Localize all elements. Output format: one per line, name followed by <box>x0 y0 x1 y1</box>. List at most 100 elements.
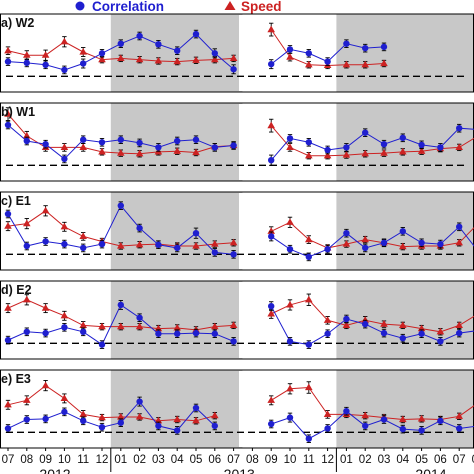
correlation-point <box>343 230 350 237</box>
speed-point <box>305 60 313 68</box>
correlation-point <box>305 253 312 261</box>
correlation-point <box>155 41 162 48</box>
correlation-point <box>230 338 237 345</box>
correlation-point <box>117 301 125 309</box>
x-tick-label: 04 <box>396 454 409 466</box>
correlation-point <box>437 144 444 151</box>
panel-label: c) E1 <box>1 194 31 208</box>
correlation-point <box>230 251 237 258</box>
speed-point <box>60 37 69 45</box>
segment-gap <box>239 104 247 180</box>
correlation-point <box>117 202 125 209</box>
speed-point <box>305 295 313 303</box>
shaded-season <box>336 370 474 448</box>
correlation-point <box>418 141 425 149</box>
correlation-point <box>380 141 388 148</box>
correlation-point <box>268 60 275 68</box>
speed-point <box>229 238 238 246</box>
segment-gap <box>239 193 247 269</box>
correlation-point <box>98 139 106 146</box>
speed-point <box>60 311 69 319</box>
speed-point <box>117 149 125 156</box>
correlation-point <box>80 328 87 335</box>
speed-point <box>4 400 12 408</box>
x-tick-label: 11 <box>303 454 315 466</box>
x-tick-label: 08 <box>472 454 474 466</box>
correlation-point <box>380 416 388 423</box>
panels: a) W2 b) W1 c) E1 d) E2 e) E3 <box>0 13 474 449</box>
legend-correlation-marker <box>75 1 85 11</box>
correlation-point <box>324 425 331 432</box>
correlation-point <box>23 242 30 250</box>
shaded-season <box>110 192 243 270</box>
speed-point <box>211 240 219 247</box>
correlation-point <box>61 324 68 331</box>
correlation-point <box>343 315 350 323</box>
correlation-point <box>362 44 369 52</box>
correlation-point <box>4 425 12 432</box>
segment-gap <box>239 371 247 447</box>
correlation-point <box>4 121 12 129</box>
panel-label: b) W1 <box>1 105 35 119</box>
x-tick-label: 03 <box>152 454 165 466</box>
speed-line <box>270 299 474 333</box>
correlation-point <box>324 246 331 253</box>
correlation-point <box>268 303 275 310</box>
shaded-season <box>336 14 474 92</box>
legend: Correlation Speed <box>75 0 282 14</box>
speed-point <box>98 322 106 330</box>
speed-point <box>399 242 407 250</box>
correlation-point <box>80 244 87 252</box>
speed-point <box>286 300 294 308</box>
correlation-point <box>155 241 162 248</box>
correlation-point <box>437 417 444 424</box>
speed-point <box>361 149 369 157</box>
correlation-point <box>362 320 369 328</box>
correlation-point <box>23 416 30 423</box>
correlation-point <box>61 240 68 248</box>
correlation-point <box>362 422 369 430</box>
correlation-point <box>23 137 30 145</box>
x-tick-label: 12 <box>96 454 109 466</box>
x-tick-label: 02 <box>359 454 372 466</box>
correlation-point <box>362 129 369 136</box>
speed-point <box>380 59 388 67</box>
correlation-point <box>399 134 406 141</box>
x-tick-label: 05 <box>415 454 428 466</box>
shaded-season <box>110 370 243 448</box>
speed-point <box>23 51 31 58</box>
speed-point <box>267 396 275 403</box>
speed-point <box>399 415 407 423</box>
correlation-point <box>61 155 68 163</box>
panel-label: e) E3 <box>1 372 31 386</box>
correlation-point <box>418 330 425 337</box>
speed-line <box>270 387 474 421</box>
x-tick-label: 10 <box>58 454 71 466</box>
speed-point <box>455 143 463 150</box>
correlation-point <box>305 341 312 348</box>
speed-point <box>361 235 369 243</box>
x-tick-label: 02 <box>133 454 146 466</box>
shaded-season <box>336 103 474 181</box>
correlation-point <box>305 435 312 442</box>
speed-point <box>117 322 125 330</box>
speed-point <box>399 321 407 328</box>
speed-point <box>23 295 31 303</box>
x-tick-label: 05 <box>190 454 203 466</box>
correlation-point <box>211 50 218 57</box>
x-tick-label: 08 <box>20 454 33 466</box>
speed-point <box>229 321 238 328</box>
correlation-point <box>174 47 181 54</box>
correlation-point <box>286 135 294 142</box>
correlation-point <box>98 240 106 248</box>
x-tick-label: 10 <box>284 454 297 466</box>
speed-point <box>117 412 125 420</box>
correlation-point <box>456 425 463 432</box>
speed-point <box>4 222 12 229</box>
correlation-point <box>211 144 218 151</box>
speed-point <box>361 316 369 323</box>
speed-point <box>173 415 181 423</box>
correlation-point <box>230 142 237 149</box>
correlation-point <box>286 338 294 345</box>
